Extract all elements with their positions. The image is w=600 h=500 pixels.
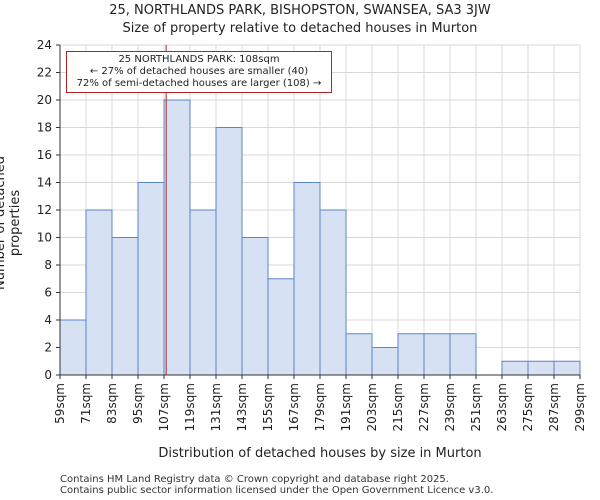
bar xyxy=(85,209,113,376)
annotation-line-1: 25 NORTHLANDS PARK: 108sqm xyxy=(118,54,280,65)
x-tick-label: 227sqm xyxy=(417,383,431,431)
x-tick-label: 191sqm xyxy=(339,383,353,431)
x-tick-label: 71sqm xyxy=(79,383,93,424)
bar xyxy=(501,360,529,376)
x-tick-label: 107sqm xyxy=(157,383,171,431)
y-tick-label: 12 xyxy=(37,203,52,217)
bar xyxy=(319,209,347,376)
x-tick-label: 203sqm xyxy=(365,383,379,431)
footer-line-1: Contains HM Land Registry data © Crown c… xyxy=(60,474,449,485)
chart-title: 25, NORTHLANDS PARK, BISHOPSTON, SWANSEA… xyxy=(109,3,491,18)
bar xyxy=(553,360,581,376)
x-tick-label: 239sqm xyxy=(443,383,457,431)
x-tick-label: 143sqm xyxy=(235,383,249,431)
x-tick-label: 167sqm xyxy=(287,383,301,431)
bar xyxy=(189,209,217,376)
x-tick-label: 287sqm xyxy=(547,383,561,431)
bar xyxy=(527,360,555,376)
chart-subtitle: Size of property relative to detached ho… xyxy=(122,21,478,36)
bar xyxy=(293,182,321,376)
annotation-box: 25 NORTHLANDS PARK: 108sqm ← 27% of deta… xyxy=(66,51,332,93)
y-tick-label: 18 xyxy=(37,121,52,135)
y-tick-label: 4 xyxy=(44,313,52,327)
bar xyxy=(241,237,269,376)
annotation-line-2: ← 27% of detached houses are smaller (40… xyxy=(89,66,309,77)
bar xyxy=(163,99,191,376)
y-tick-label: 8 xyxy=(44,258,52,272)
y-tick-label: 14 xyxy=(37,176,52,190)
x-tick-label: 95sqm xyxy=(131,383,145,424)
bar xyxy=(371,347,399,376)
bar xyxy=(215,127,243,376)
bar xyxy=(423,333,451,376)
y-tick-label: 0 xyxy=(44,368,52,382)
y-tick-label: 20 xyxy=(37,93,52,107)
y-tick-label: 16 xyxy=(37,148,52,162)
x-tick-label: 251sqm xyxy=(469,383,483,431)
x-tick-label: 215sqm xyxy=(391,383,405,431)
y-axis-label: Number of detached properties xyxy=(0,156,23,290)
x-tick-label: 179sqm xyxy=(313,383,327,431)
y-tick-label: 22 xyxy=(37,66,52,80)
y-tick-label: 6 xyxy=(44,286,52,300)
x-tick-label: 83sqm xyxy=(105,383,119,424)
x-tick-label: 299sqm xyxy=(573,383,587,431)
y-tick-label: 24 xyxy=(37,38,52,52)
x-tick-label: 59sqm xyxy=(53,383,67,424)
x-tick-label: 263sqm xyxy=(495,383,509,431)
y-tick-label: 10 xyxy=(37,231,52,245)
x-axis-label: Distribution of detached houses by size … xyxy=(158,446,482,461)
bar xyxy=(397,333,425,376)
bar xyxy=(59,319,87,376)
x-tick-label: 119sqm xyxy=(183,383,197,431)
y-tick-label: 2 xyxy=(44,341,52,355)
bar xyxy=(267,278,295,376)
footer-line-2: Contains public sector information licen… xyxy=(60,485,494,496)
bar xyxy=(449,333,477,376)
annotation-line-3: 72% of semi-detached houses are larger (… xyxy=(76,78,322,89)
bar xyxy=(345,333,373,376)
bar xyxy=(137,182,165,376)
x-tick-label: 131sqm xyxy=(209,383,223,431)
x-tick-label: 275sqm xyxy=(521,383,535,431)
x-tick-label: 155sqm xyxy=(261,383,275,431)
bar xyxy=(111,237,139,376)
